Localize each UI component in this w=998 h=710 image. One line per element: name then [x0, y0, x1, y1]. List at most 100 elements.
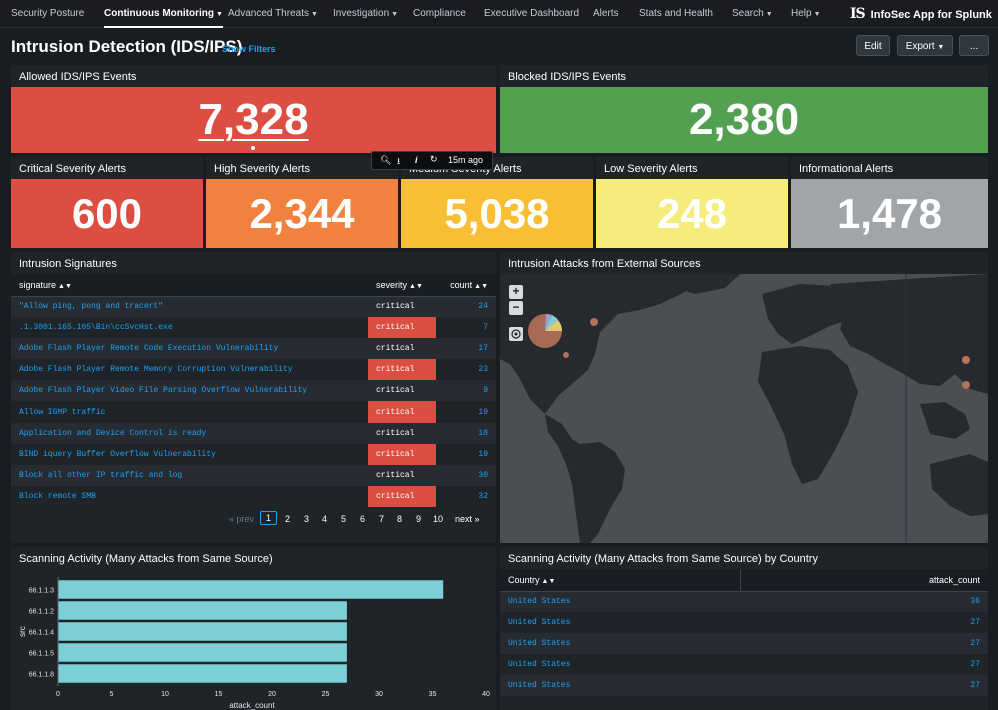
show-filters-link[interactable]: Show Filters [222, 44, 276, 54]
table-row[interactable]: United States 27 [500, 612, 988, 633]
nav-advanced-threats[interactable]: Advanced Threats ▼ [228, 0, 318, 28]
count-cell[interactable]: 18 [436, 422, 496, 444]
nav-investigation[interactable]: Investigation ▼ [333, 0, 398, 28]
page-3[interactable]: 3 [304, 514, 310, 524]
count-cell[interactable]: 36 [740, 591, 988, 613]
table-row[interactable]: Block all other IP traffic and log critic… [11, 464, 496, 486]
table-row[interactable]: BIND iquery Buffer Overflow Vulnerabilit… [11, 443, 496, 465]
signature-cell[interactable]: Adobe Flash Player Remote Memory Corrupt… [19, 365, 293, 375]
attack-marker[interactable] [590, 318, 598, 326]
search-icon[interactable]: 🔍︎ [380, 155, 392, 165]
page-10[interactable]: 10 [433, 514, 444, 524]
bar-66.1.1.2[interactable] [58, 601, 347, 620]
bar-66.1.1.8[interactable] [58, 664, 347, 683]
country-cell[interactable]: United States [500, 675, 740, 697]
world-map[interactable]: + − [500, 274, 988, 543]
page-8[interactable]: 8 [397, 514, 403, 524]
table-row[interactable]: .1.3001.165.105\Bin\ccSvcHst.exe critical… [11, 317, 496, 339]
nav-help[interactable]: Help ▼ [791, 0, 821, 28]
kpi-value-allowed[interactable]: 7,328 [11, 87, 496, 153]
next-page-link[interactable]: next » [455, 514, 480, 524]
attack-marker[interactable] [962, 381, 970, 389]
column-header-attack-count[interactable]: attack_count [740, 569, 988, 592]
page-2[interactable]: 2 [285, 514, 291, 524]
table-row[interactable]: United States 27 [500, 654, 988, 675]
signature-cell[interactable]: Adobe Flash Player Video File Parsing Ov… [11, 380, 368, 402]
page-1[interactable]: 1 [260, 511, 278, 525]
country-cell[interactable]: United States [508, 618, 571, 628]
page-5[interactable]: 5 [341, 514, 347, 524]
signature-cell[interactable]: Block remote SMB [19, 491, 96, 501]
more-actions-button[interactable]: ... [959, 35, 989, 56]
nav-continuous-monitoring[interactable]: Continuous Monitoring ▼ [104, 0, 223, 28]
locate-button[interactable] [509, 327, 523, 341]
count-cell[interactable]: 32 [478, 491, 488, 501]
signature-cell[interactable]: Allow IGMP traffic [19, 407, 106, 417]
count-cell[interactable]: 7 [483, 323, 488, 333]
table-row[interactable]: Adobe Flash Player Remote Code Execution… [11, 338, 496, 360]
table-row[interactable]: United States 36 [500, 591, 988, 613]
country-cell[interactable]: United States [500, 633, 740, 655]
count-cell[interactable]: 27 [970, 618, 980, 628]
signature-cell[interactable]: .1.3001.165.105\Bin\ccSvcHst.exe [19, 323, 173, 333]
count-cell[interactable]: 17 [436, 338, 496, 360]
nav-search[interactable]: Search ▼ [732, 0, 773, 28]
country-cell[interactable]: United States [508, 660, 571, 670]
page-6[interactable]: 6 [360, 514, 366, 524]
kpi-value-medium[interactable]: 5,038 [401, 179, 593, 248]
attack-marker[interactable] [962, 356, 970, 364]
bar-66.1.1.4[interactable] [58, 622, 347, 641]
page-7[interactable]: 7 [379, 514, 385, 524]
nav-alerts[interactable]: Alerts [593, 0, 619, 28]
nav-executive-dashboard[interactable]: Executive Dashboard [484, 0, 579, 28]
zoom-out-button[interactable]: − [509, 301, 523, 315]
nav-stats-and-health[interactable]: Stats and Health [639, 0, 713, 28]
signature-cell[interactable]: Block all other IP traffic and log [11, 464, 368, 486]
country-cell[interactable]: United States [500, 591, 740, 613]
export-button[interactable]: Export ▼ [897, 35, 953, 56]
nav-compliance[interactable]: Compliance [413, 0, 466, 28]
column-header-signature[interactable]: signature ▲▼ [11, 274, 368, 297]
page-4[interactable]: 4 [322, 514, 328, 524]
count-cell[interactable]: 24 [436, 296, 496, 318]
column-header-country[interactable]: Country ▲▼ [500, 569, 741, 592]
column-header-count[interactable]: count ▲▼ [436, 274, 496, 297]
count-cell[interactable]: 23 [478, 365, 488, 375]
kpi-value-high[interactable]: 2,344 [206, 179, 398, 248]
count-cell[interactable]: 19 [478, 449, 488, 459]
table-row[interactable]: United States 27 [500, 633, 988, 655]
count-cell[interactable]: 27 [970, 660, 980, 670]
download-icon[interactable]: ⭳ [397, 156, 401, 166]
table-row[interactable]: Adobe Flash Player Video File Parsing Ov… [11, 380, 496, 402]
info-icon[interactable]: i [415, 155, 418, 165]
app-brand[interactable]: IS InfoSec App for Splunk [850, 0, 992, 28]
kpi-value-critical[interactable]: 600 [11, 179, 203, 248]
count-cell[interactable]: 27 [740, 633, 988, 655]
signature-cell[interactable]: "Allow ping, pong and tracert" [11, 296, 368, 318]
bar-66.1.1.3[interactable] [58, 580, 444, 599]
count-cell[interactable]: 9 [436, 380, 496, 402]
table-row[interactable]: "Allow ping, pong and tracert" critical 24 [11, 296, 496, 318]
nav-security-posture[interactable]: Security Posture [11, 0, 84, 28]
signature-cell[interactable]: BIND iquery Buffer Overflow Vulnerabilit… [19, 449, 216, 459]
kpi-value-blocked[interactable]: 2,380 [500, 87, 988, 153]
signature-cell[interactable]: Adobe Flash Player Remote Code Execution… [11, 338, 368, 360]
edit-button[interactable]: Edit [856, 35, 890, 56]
table-row[interactable]: Application and Device Control is ready c… [11, 422, 496, 444]
refresh-icon[interactable]: ↻ [430, 154, 438, 164]
count-cell[interactable]: 27 [740, 675, 988, 697]
attack-marker[interactable] [563, 352, 569, 358]
kpi-value-low[interactable]: 248 [596, 179, 788, 248]
signature-cell[interactable]: Application and Device Control is ready [11, 422, 368, 444]
column-header-severity[interactable]: severity ▲▼ [368, 274, 436, 297]
page-9[interactable]: 9 [416, 514, 422, 524]
count-cell[interactable]: 30 [436, 464, 496, 486]
table-row[interactable]: Block remote SMB critical 32 [11, 485, 496, 507]
table-row[interactable]: United States 27 [500, 675, 988, 697]
count-cell[interactable]: 19 [478, 407, 488, 417]
kpi-value-informational[interactable]: 1,478 [791, 179, 988, 248]
table-row[interactable]: Allow IGMP traffic critical 19 [11, 401, 496, 423]
zoom-in-button[interactable]: + [509, 285, 523, 299]
bar-66.1.1.5[interactable] [58, 643, 347, 662]
table-row[interactable]: Adobe Flash Player Remote Memory Corrupt… [11, 359, 496, 381]
